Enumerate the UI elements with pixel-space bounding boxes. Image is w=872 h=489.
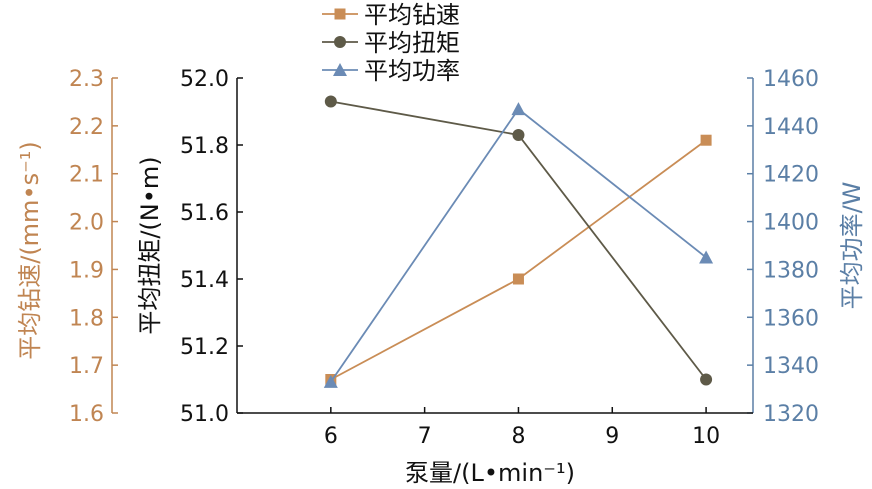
power-axis-tick-label: 1400: [763, 211, 819, 236]
torque-axis-tick-label: 51.6: [180, 201, 229, 226]
axes-layer: 1.6 1.7 1.8 1.9 2.0 2.1 2.2 2.3 平均钻速/(mm•s⁻¹) 51.…: [16, 67, 866, 487]
speed-data-point: [700, 134, 712, 146]
power-data-point: [699, 250, 714, 264]
power-axis-tick-label: 1320: [763, 402, 819, 427]
torque-axis-tick-label: 52.0: [180, 67, 229, 92]
torque-series-line: [330, 100, 707, 381]
speed-axis-title: 平均钻速/(mm•s⁻¹): [16, 141, 44, 360]
speed-data-point: [512, 273, 524, 285]
x-axis-tick-label: 6: [324, 424, 338, 449]
speed-series-line: [330, 139, 707, 381]
power-series-line: [330, 107, 707, 383]
speed-axis-tick-label: 1.9: [69, 258, 104, 283]
legend-torque-label: 平均扭矩: [364, 29, 460, 57]
speed-axis-tick-label: 1.8: [69, 306, 104, 331]
legend-torque-marker: [334, 36, 346, 48]
power-axis-tick-label: 1380: [763, 258, 819, 283]
x-axis-tick-label: 8: [511, 424, 525, 449]
speed-axis-tick-label: 2.3: [69, 67, 104, 92]
speed-axis-tick-label: 2.2: [69, 115, 104, 140]
power-data-point: [511, 102, 526, 116]
speed-axis-tick-label: 1.7: [69, 354, 104, 379]
torque-axis-tick-label: 51.2: [180, 335, 229, 360]
torque-data-point: [700, 373, 713, 386]
x-axis-tick-label: 7: [418, 424, 432, 449]
x-axis-tick-label: 10: [692, 424, 720, 449]
torque-axis-tick-label: 51.8: [180, 134, 229, 159]
legend-speed-label: 平均钻速: [364, 1, 460, 29]
speed-axis-tick-label: 1.6: [69, 402, 104, 427]
torque-axis-title: 平均扭矩/(N•m): [136, 156, 164, 334]
x-axis-tick-label: 9: [605, 424, 619, 449]
power-axis-tick-label: 1440: [763, 115, 819, 140]
torque-axis-tick-label: 51.0: [180, 402, 229, 427]
torque-data-point: [512, 128, 525, 141]
speed-axis-tick-label: 2.0: [69, 211, 104, 236]
legend-power-label: 平均功率: [364, 57, 460, 85]
power-axis-title: 平均功率/W: [838, 182, 866, 310]
power-axis-tick-label: 1420: [763, 163, 819, 188]
torque-axis-tick-label: 51.4: [180, 268, 229, 293]
power-data-point: [323, 374, 338, 388]
power-axis-tick-label: 1340: [763, 354, 819, 379]
power-axis-tick-label: 1360: [763, 306, 819, 331]
power-axis-tick-label: 1460: [763, 67, 819, 92]
torque-data-point: [324, 95, 337, 108]
legend-power-marker: [333, 63, 347, 76]
x-axis-title: 泵量/(L•min⁻¹): [405, 459, 575, 487]
legend-speed-marker: [334, 8, 346, 20]
speed-axis-tick-label: 2.1: [69, 163, 104, 188]
series-layer: [323, 95, 714, 388]
